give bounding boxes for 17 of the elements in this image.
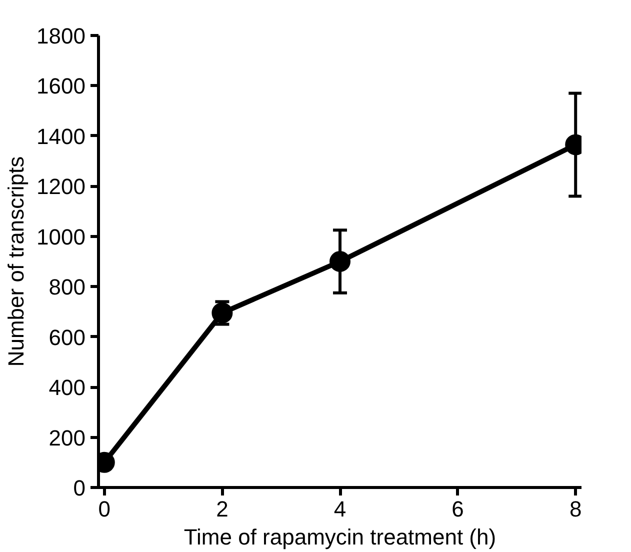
y-axis-title: Number of transcripts <box>4 156 29 367</box>
x-axis-title: Time of rapamycin treatment (h) <box>184 524 496 550</box>
y-tick-label: 200 <box>48 425 86 450</box>
y-tick-label: 0 <box>73 476 86 500</box>
y-tick-label: 1600 <box>36 74 86 99</box>
y-tick-label: 1400 <box>36 124 86 149</box>
x-tick-label: 2 <box>216 496 228 522</box>
y-tick-label: 1000 <box>36 224 86 250</box>
y-tick-label: 800 <box>48 274 86 300</box>
x-tick-label: 8 <box>569 496 582 522</box>
x-tick-label: 6 <box>452 496 464 522</box>
y-tick-label: 1800 <box>36 24 86 48</box>
x-tick-label: 0 <box>98 496 111 522</box>
y-tick-label: 1200 <box>36 174 86 200</box>
y-tick-label: 400 <box>48 375 86 400</box>
y-tick-label: 600 <box>48 324 86 350</box>
x-tick-label: 4 <box>334 496 346 522</box>
